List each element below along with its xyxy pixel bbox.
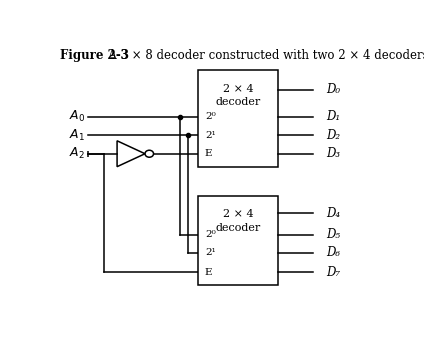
Text: decoder: decoder [215, 97, 260, 107]
Text: 2¹: 2¹ [205, 131, 215, 140]
Text: $A_1$: $A_1$ [70, 128, 85, 143]
Text: 2¹: 2¹ [205, 248, 215, 257]
Text: E: E [205, 268, 212, 276]
Text: 2 × 4: 2 × 4 [223, 84, 253, 94]
Text: D₂: D₂ [326, 129, 340, 142]
Text: D₀: D₀ [326, 83, 340, 96]
Text: D₁: D₁ [326, 110, 340, 123]
Text: D₃: D₃ [326, 147, 340, 160]
Text: $A_0$: $A_0$ [70, 109, 86, 124]
Text: D₆: D₆ [326, 246, 340, 259]
Text: 2 × 4: 2 × 4 [223, 209, 253, 219]
Text: 2⁰: 2⁰ [205, 112, 215, 121]
Text: A 3 × 8 decoder constructed with two 2 × 4 decoders.: A 3 × 8 decoder constructed with two 2 ×… [98, 49, 424, 62]
Bar [198, 196, 278, 285]
Text: E: E [205, 149, 212, 158]
Bar [198, 70, 278, 167]
Text: 2⁰: 2⁰ [205, 230, 215, 239]
Text: D₄: D₄ [326, 207, 340, 220]
Text: Figure 2-3: Figure 2-3 [59, 49, 128, 62]
Text: decoder: decoder [215, 223, 260, 232]
Text: D₇: D₇ [326, 266, 340, 279]
Text: $A_2$: $A_2$ [70, 146, 85, 161]
Text: D₅: D₅ [326, 228, 340, 241]
